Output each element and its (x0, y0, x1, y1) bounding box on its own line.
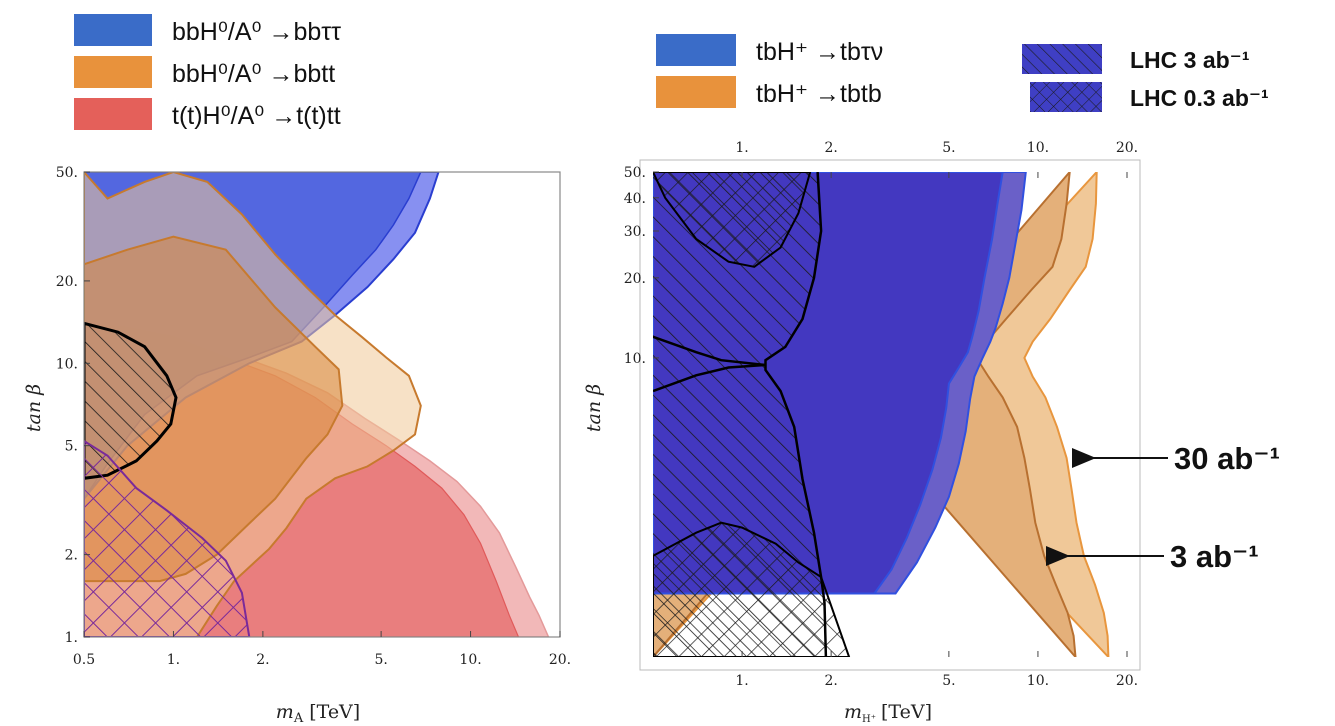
right-plot: 1.1.2.2.5.5.10.10.20.20.10.20.30.40.50. … (583, 140, 1141, 725)
left-x-axis-label: mA [TeV] (276, 701, 360, 726)
legend-label: t(t)H⁰/A⁰ →t(t)tt (172, 102, 341, 130)
left-plot-frame (83, 171, 561, 638)
y-tick-label: 5. (65, 439, 78, 455)
left-y-axis-label: tan β (23, 384, 45, 432)
hatch-cross-right-bottom (653, 521, 851, 657)
legend-lhc: LHC 3 ab⁻¹ LHC 0.3 ab⁻¹ (1022, 44, 1269, 112)
legend-label: tbH⁺ →tbτν (756, 38, 883, 66)
x-tick-label-top: 1. (735, 140, 748, 156)
x-tick-label-top: 2. (824, 140, 837, 156)
annotation-30ab: 30 ab⁻¹ (1174, 441, 1280, 476)
annotation-3ab: 3 ab⁻¹ (1170, 539, 1259, 574)
legend-swatch (74, 56, 152, 88)
legend-right: tbH⁺ →tbτν tbH⁺ →tbtb (656, 34, 883, 108)
right-y-axis-label: tan β (583, 384, 605, 432)
hatch-cross-right-top (653, 172, 812, 268)
right-plot-ticks: 1. 1. 2. 2. 5. 5. 10. 10. 20. 20. 10. 20. 30. 40. 50. (624, 140, 1138, 689)
legend-swatch (74, 14, 152, 46)
hatch-cross-left (84, 439, 251, 637)
contour-black-right-wing-bottom (653, 363, 766, 393)
x-tick-label: 1. (735, 673, 748, 689)
y-tick-label: 30. (624, 224, 646, 240)
x-tick-label-top: 20. (1116, 140, 1138, 156)
left-plot: 0.5 1. 2. 5. 10. 20. 1. 2. 5. 10. 20. 50. mA [TeV] t… (23, 165, 571, 726)
left-plot-ticks: 0.5 1. 2. 5. 10. 20. 1. 2. 5. 10. 20. 50. (56, 165, 571, 668)
y-tick-label: 1. (65, 630, 78, 646)
legend-label: LHC 0.3 ab⁻¹ (1130, 85, 1269, 111)
x-tick-label: 2. (256, 652, 269, 668)
x-tick-label: 2. (824, 673, 837, 689)
legend-swatch (656, 76, 736, 108)
y-tick-label: 10. (624, 351, 646, 367)
legend-left: bbH⁰/A⁰ →bbττ bbH⁰/A⁰ →bbtt t(t)H⁰/A⁰ →t(t… (74, 14, 341, 130)
x-tick-label: 20. (1116, 673, 1138, 689)
x-tick-label: 0.5 (73, 652, 95, 668)
x-tick-label: 5. (942, 673, 955, 689)
contour-black-right-wing-top (653, 335, 766, 367)
legend-swatch (656, 34, 736, 66)
x-tick-label-top: 5. (942, 140, 955, 156)
y-tick-label: 20. (624, 271, 646, 287)
y-tick-label: 2. (65, 548, 78, 564)
x-tick-label: 5. (374, 652, 387, 668)
y-tick-label: 10. (56, 356, 78, 372)
annotations: 30 ab⁻¹ 3 ab⁻¹ (1046, 441, 1280, 574)
legend-label: bbH⁰/A⁰ →bbττ (172, 18, 341, 46)
x-tick-label: 10. (1027, 673, 1049, 689)
x-tick-label: 1. (167, 652, 180, 668)
x-tick-label-top: 10. (1027, 140, 1049, 156)
legend-label: bbH⁰/A⁰ →bbtt (172, 60, 335, 88)
legend-label: tbH⁺ →tbtb (756, 80, 882, 108)
x-tick-label: 20. (549, 652, 571, 668)
y-tick-label: 50. (56, 165, 78, 181)
legend-hatch (1030, 82, 1102, 112)
legend-hatch (1022, 44, 1102, 74)
contour-black-right (764, 172, 828, 657)
right-x-axis-label: mH⁺ [TeV] (844, 701, 932, 725)
legend-label: LHC 3 ab⁻¹ (1130, 47, 1249, 73)
left-plot-regions (84, 172, 550, 637)
y-tick-label: 40. (624, 191, 646, 207)
y-tick-label: 20. (56, 274, 78, 290)
right-plot-regions (653, 172, 1110, 657)
y-tick-label: 50. (624, 165, 646, 181)
right-plot-frame (639, 159, 1141, 671)
legend-swatch (74, 98, 152, 130)
x-tick-label: 10. (459, 652, 481, 668)
